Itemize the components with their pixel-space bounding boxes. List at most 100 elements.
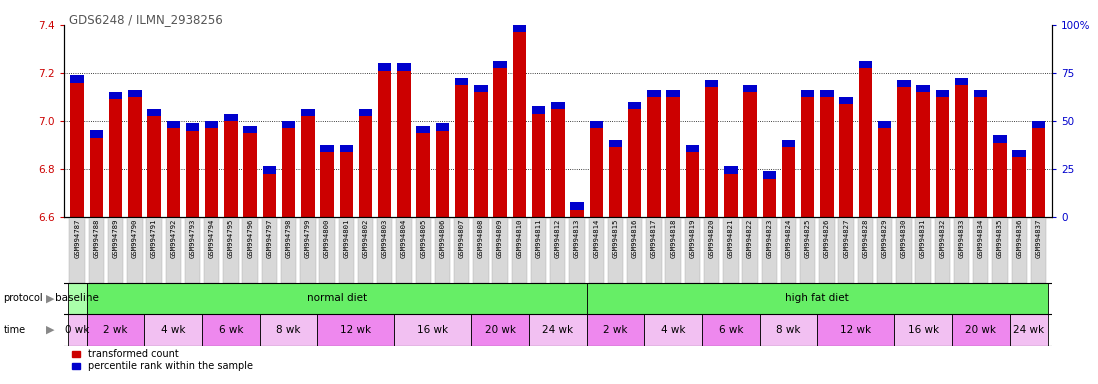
Bar [147,116,160,217]
Bar [109,92,122,99]
Text: GSM994834: GSM994834 [977,219,984,258]
FancyBboxPatch shape [415,217,430,283]
FancyBboxPatch shape [724,217,739,283]
Text: 24 wk: 24 wk [542,325,573,335]
Bar [186,131,199,217]
Text: protocol: protocol [3,293,43,303]
FancyBboxPatch shape [69,217,85,283]
Bar [474,92,488,217]
Bar [321,145,334,152]
FancyBboxPatch shape [665,217,681,283]
Text: 6 wk: 6 wk [219,325,243,335]
Text: GSM994825: GSM994825 [805,219,810,258]
Bar [897,88,910,217]
Bar [205,121,219,128]
Bar [70,83,83,217]
Bar [455,85,469,217]
Bar [513,32,526,217]
Text: 2 wk: 2 wk [103,325,127,335]
Bar [1012,157,1026,217]
Text: GSM994819: GSM994819 [690,219,695,258]
Text: GSM994829: GSM994829 [882,219,887,258]
FancyBboxPatch shape [453,217,469,283]
FancyBboxPatch shape [223,217,238,283]
Text: GSM994807: GSM994807 [459,219,464,258]
FancyBboxPatch shape [819,217,834,283]
FancyBboxPatch shape [817,314,894,346]
FancyBboxPatch shape [317,314,394,346]
Text: normal diet: normal diet [306,293,367,303]
Bar [205,128,219,217]
Text: GSM994827: GSM994827 [843,219,849,258]
FancyBboxPatch shape [260,314,317,346]
Bar [244,126,257,133]
Text: GSM994811: GSM994811 [536,219,541,258]
Bar [917,85,930,92]
Bar [647,97,661,217]
Bar [90,138,103,217]
Text: ▶: ▶ [46,293,55,303]
FancyBboxPatch shape [1031,217,1046,283]
FancyBboxPatch shape [877,217,893,283]
FancyBboxPatch shape [993,217,1008,283]
FancyBboxPatch shape [760,314,817,346]
Bar [128,97,142,217]
Text: time: time [3,325,25,335]
Bar [262,174,276,217]
FancyBboxPatch shape [146,217,161,283]
Text: 12 wk: 12 wk [840,325,872,335]
Text: GSM994789: GSM994789 [113,219,119,258]
Bar [224,121,237,217]
Bar [436,131,449,217]
Bar [935,90,949,97]
Bar [994,142,1007,217]
Bar [917,92,930,217]
FancyBboxPatch shape [261,217,277,283]
Bar [743,92,757,217]
Text: 4 wk: 4 wk [661,325,685,335]
Bar [551,109,564,217]
Bar [167,121,180,128]
FancyBboxPatch shape [608,217,624,283]
Text: GSM994831: GSM994831 [920,219,926,258]
Bar [955,78,968,85]
Bar [743,85,757,92]
Text: high fat diet: high fat diet [785,293,849,303]
Text: GSM994800: GSM994800 [324,219,330,258]
Text: GSM994826: GSM994826 [824,219,830,258]
Text: GSM994817: GSM994817 [651,219,657,258]
Bar [762,171,776,179]
Bar [339,145,354,152]
Text: GSM994790: GSM994790 [132,219,138,258]
Bar [705,80,718,88]
Bar [955,85,968,217]
Bar [339,152,354,217]
FancyBboxPatch shape [87,314,145,346]
Text: GSM994787: GSM994787 [75,219,80,258]
FancyBboxPatch shape [300,217,315,283]
Text: ▶: ▶ [46,325,55,335]
Text: GSM994828: GSM994828 [862,219,869,258]
Bar [590,128,603,217]
Text: 0 wk: 0 wk [65,325,89,335]
Bar [109,99,122,217]
FancyBboxPatch shape [396,217,412,283]
Bar [840,97,853,104]
FancyBboxPatch shape [473,217,489,283]
Bar [685,145,699,152]
Bar [378,63,392,71]
Text: 12 wk: 12 wk [340,325,371,335]
Bar [262,167,276,174]
Text: 20 wk: 20 wk [965,325,996,335]
Bar [570,202,584,210]
Bar [608,140,623,147]
Text: GSM994801: GSM994801 [344,219,349,258]
Text: GSM994810: GSM994810 [516,219,523,258]
Bar [359,109,372,116]
Bar [397,71,411,217]
Text: 6 wk: 6 wk [718,325,743,335]
Bar [321,152,334,217]
Bar [513,25,526,32]
FancyBboxPatch shape [184,217,200,283]
Text: GDS6248 / ILMN_2938256: GDS6248 / ILMN_2938256 [69,13,223,26]
